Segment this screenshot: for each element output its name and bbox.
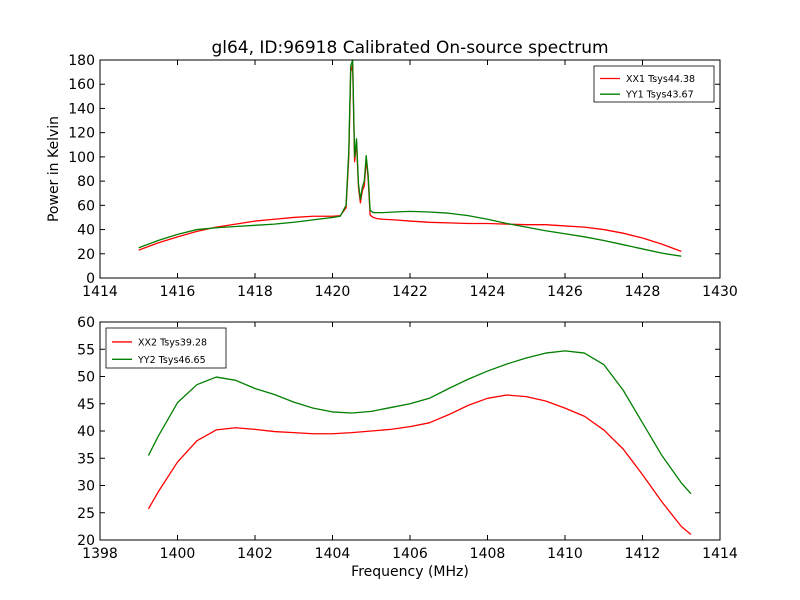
series-line-yy	[138, 60, 682, 257]
x-tick-label: 1426	[547, 284, 583, 300]
y-tick-label: 30	[77, 479, 95, 495]
y-tick-label: 120	[68, 126, 95, 142]
x-tick-label: 1402	[237, 546, 273, 562]
series-line-yy	[147, 350, 692, 495]
legend-label: XX2 Tsys39.28	[138, 337, 207, 348]
x-axis-label: Frequency (MHz)	[351, 564, 469, 580]
x-tick-label: 1422	[392, 284, 428, 300]
y-tick-label: 60	[77, 198, 95, 214]
series-line-xx	[147, 394, 692, 536]
y-tick-label: 160	[68, 77, 95, 93]
x-tick-label: 1406	[392, 546, 428, 562]
y-tick-label: 0	[86, 271, 95, 287]
bottom-panel: 1398 1400 1402 1404 1406 1408 1410 1412 1414 20 25…	[77, 315, 738, 580]
legend: XX1 Tsys44.38 YY1 Tsys43.67	[593, 65, 715, 103]
legend-label: YY1 Tsys43.67	[625, 90, 694, 101]
y-tick-label: 25	[77, 506, 95, 522]
x-tick-label: 1420	[315, 284, 351, 300]
y-tick-label: 140	[68, 101, 95, 117]
y-tick-label: 40	[77, 424, 95, 440]
x-tick-label: 1404	[315, 546, 351, 562]
x-tick-label: 1418	[237, 284, 273, 300]
x-tick-label: 1412	[625, 546, 661, 562]
y-tick-label: 40	[77, 223, 95, 239]
y-tick-label: 100	[68, 150, 95, 166]
legend-box	[593, 65, 715, 103]
x-tick-label: 1424	[470, 284, 506, 300]
x-tick-label: 1428	[625, 284, 661, 300]
legend-label: XX1 Tsys44.38	[626, 74, 695, 85]
top-panel: 1414 1416 1418 1420 1422 1424 1426 1428 1430 0 20 4…	[46, 53, 738, 300]
figure-title: gl64, ID:96918 Calibrated On-source spec…	[211, 38, 608, 58]
y-axis-label: Power in Kelvin	[46, 116, 62, 222]
y-tick-label: 180	[68, 53, 95, 69]
x-tick-label: 1430	[702, 284, 738, 300]
x-tick-label: 1408	[470, 546, 506, 562]
x-tick-label: 1414	[82, 284, 118, 300]
y-tick-label: 20	[77, 247, 95, 263]
y-tick-label: 20	[77, 533, 95, 549]
y-tick-label: 55	[77, 342, 95, 358]
y-tick-label: 45	[77, 397, 95, 413]
x-tick-label: 1398	[82, 546, 118, 562]
y-tick-label: 35	[77, 451, 95, 467]
y-tick-label: 50	[77, 370, 95, 386]
legend: XX2 Tsys39.28 YY2 Tsys46.65	[105, 327, 227, 369]
y-tick-label: 60	[77, 315, 95, 331]
x-tick-label: 1400	[160, 546, 196, 562]
x-tick-label: 1410	[547, 546, 583, 562]
x-tick-label: 1416	[160, 284, 196, 300]
y-tick-label: 80	[77, 174, 95, 190]
x-tick-label: 1414	[702, 546, 738, 562]
legend-label: YY2 Tsys46.65	[137, 355, 206, 366]
legend-box	[105, 327, 227, 369]
